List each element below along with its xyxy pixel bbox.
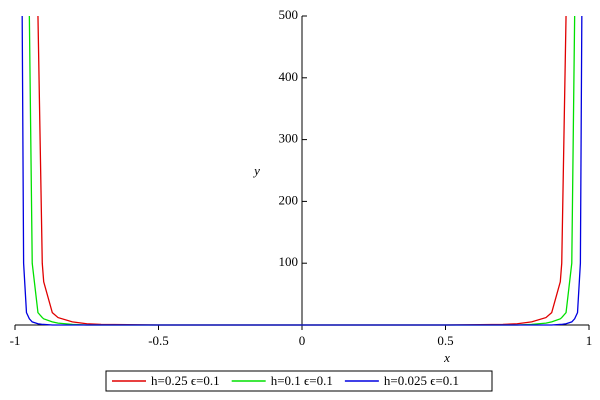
y-tick-label: 500 — [279, 7, 299, 22]
y-tick-label: 100 — [279, 254, 299, 269]
y-tick-label: 200 — [279, 192, 299, 207]
line-series — [21, 16, 583, 326]
x-axis-label: x — [443, 350, 450, 365]
legend-label: h=0.25 ϵ=0.1 — [151, 373, 220, 388]
x-tick-label: 0.5 — [437, 333, 453, 348]
legend-label: h=0.025 ϵ=0.1 — [384, 373, 459, 388]
x-tick-label: 0 — [299, 333, 306, 348]
x-tick-label: -0.5 — [148, 333, 169, 348]
y-tick-label: 400 — [279, 69, 299, 84]
legend-label: h=0.1 ϵ=0.1 — [271, 373, 333, 388]
x-tick-label: 1 — [586, 333, 593, 348]
x-tick-label: -1 — [10, 333, 21, 348]
y-tick-label: 300 — [279, 131, 299, 146]
legend-box — [105, 370, 493, 392]
y-axis-label: y — [252, 163, 260, 178]
